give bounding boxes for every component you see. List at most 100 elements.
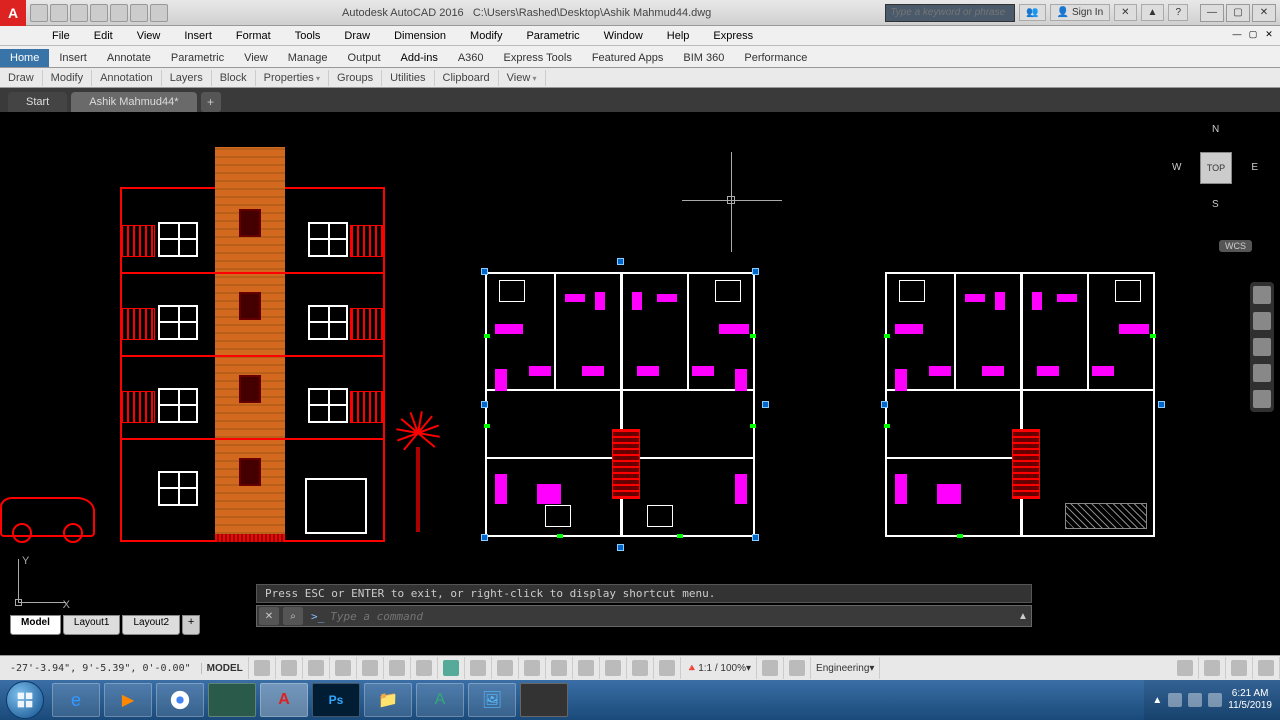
annotation-visibility-icon[interactable] xyxy=(627,657,654,679)
viewcube-south[interactable]: S xyxy=(1212,199,1219,210)
start-button[interactable] xyxy=(6,681,44,719)
command-input[interactable] xyxy=(324,610,1015,623)
taskbar-autocad-icon[interactable]: A xyxy=(260,683,308,717)
menu-window[interactable]: Window xyxy=(592,28,655,44)
taskbar-photoshop-icon[interactable]: Ps xyxy=(312,683,360,717)
taskbar-media-icon[interactable]: ▶ xyxy=(104,683,152,717)
tray-network-icon[interactable] xyxy=(1188,693,1202,707)
ribbon-output[interactable]: Output xyxy=(338,49,391,67)
menu-tools[interactable]: Tools xyxy=(283,28,333,44)
menu-draw[interactable]: Draw xyxy=(332,28,382,44)
tab-add-button[interactable]: + xyxy=(201,92,221,112)
ribbon-parametric[interactable]: Parametric xyxy=(161,49,234,67)
viewcube-west[interactable]: W xyxy=(1172,162,1181,173)
doc-max-icon[interactable]: ▢ xyxy=(1246,29,1260,43)
nav-showmotion-icon[interactable] xyxy=(1253,390,1271,408)
qat-save-icon[interactable] xyxy=(70,4,88,22)
drawing-canvas[interactable]: TOP N S E W WCS Y X Press ESC or ENTER t… xyxy=(0,112,1280,655)
menu-edit[interactable]: Edit xyxy=(82,28,125,44)
snap-icon[interactable] xyxy=(276,657,303,679)
infer-icon[interactable] xyxy=(303,657,330,679)
menu-dimension[interactable]: Dimension xyxy=(382,28,458,44)
qat-undo-icon[interactable] xyxy=(130,4,148,22)
tab-start[interactable]: Start xyxy=(8,92,67,112)
selection-grip[interactable] xyxy=(617,544,624,551)
layout-1[interactable]: Layout1 xyxy=(63,615,121,635)
otrack-icon[interactable] xyxy=(492,657,519,679)
menu-modify[interactable]: Modify xyxy=(458,28,514,44)
qat-print-icon[interactable] xyxy=(110,4,128,22)
infocenter-icon[interactable]: 👥 xyxy=(1019,4,1045,21)
view-cube[interactable]: TOP N S E W xyxy=(1170,122,1260,212)
menu-format[interactable]: Format xyxy=(224,28,283,44)
taskbar-app3-icon[interactable] xyxy=(520,683,568,717)
layout-model[interactable]: Model xyxy=(10,615,61,635)
transparency-icon[interactable] xyxy=(546,657,573,679)
maximize-button[interactable]: ▢ xyxy=(1226,4,1250,22)
selection-grip[interactable] xyxy=(752,534,759,541)
close-button[interactable]: ✕ xyxy=(1252,4,1276,22)
menu-express[interactable]: Express xyxy=(701,28,765,44)
taskbar-explorer-icon[interactable]: 📁 xyxy=(364,683,412,717)
gizmo-icon[interactable] xyxy=(600,657,627,679)
doc-min-icon[interactable]: — xyxy=(1230,29,1244,43)
lineweight-icon[interactable] xyxy=(519,657,546,679)
qat-saveas-icon[interactable] xyxy=(90,4,108,22)
viewcube-east[interactable]: E xyxy=(1251,162,1258,173)
viewcube-face[interactable]: TOP xyxy=(1200,152,1232,184)
menu-file[interactable]: File xyxy=(40,28,82,44)
menu-insert[interactable]: Insert xyxy=(172,28,224,44)
taskbar-app2-icon[interactable]: A xyxy=(416,683,464,717)
ribbon-annotate[interactable]: Annotate xyxy=(97,49,161,67)
nav-zoom-icon[interactable] xyxy=(1253,338,1271,356)
qat-open-icon[interactable] xyxy=(50,4,68,22)
exchange-icon[interactable]: ✕ xyxy=(1114,4,1136,21)
menu-parametric[interactable]: Parametric xyxy=(514,28,591,44)
selection-cycling-icon[interactable] xyxy=(573,657,600,679)
isoplane-icon[interactable] xyxy=(411,657,438,679)
tray-action-icon[interactable] xyxy=(1168,693,1182,707)
autodesk360-icon[interactable]: ▲ xyxy=(1141,4,1165,21)
taskbar-photos-icon[interactable]: 🖼 xyxy=(468,683,516,717)
cmd-close-icon[interactable]: ✕ xyxy=(259,607,279,625)
layout-2[interactable]: Layout2 xyxy=(122,615,180,635)
panel-view[interactable]: View xyxy=(499,70,546,86)
signin-button[interactable]: 👤 Sign In xyxy=(1050,4,1110,21)
ribbon-view[interactable]: View xyxy=(234,49,278,67)
ribbon-a360[interactable]: A360 xyxy=(448,49,494,67)
panel-block[interactable]: Block xyxy=(212,70,256,86)
cmd-history-icon[interactable]: ▲ xyxy=(1015,611,1031,622)
cmd-recent-icon[interactable]: ⌕ xyxy=(283,607,303,625)
viewcube-north[interactable]: N xyxy=(1212,124,1219,135)
annotation-monitor-icon[interactable] xyxy=(784,657,811,679)
taskbar-app1-icon[interactable] xyxy=(208,683,256,717)
autoscale-icon[interactable] xyxy=(654,657,681,679)
help-icon[interactable]: ? xyxy=(1168,4,1188,21)
annotation-scale[interactable]: 🔺 1:1 / 100% ▾ xyxy=(681,657,757,679)
panel-layers[interactable]: Layers xyxy=(162,70,212,86)
ribbon-express[interactable]: Express Tools xyxy=(494,49,582,67)
tray-volume-icon[interactable] xyxy=(1208,693,1222,707)
panel-properties[interactable]: Properties xyxy=(256,70,329,86)
isolate-icon[interactable] xyxy=(1199,657,1226,679)
wcs-badge[interactable]: WCS xyxy=(1219,240,1252,252)
ribbon-addins[interactable]: Add-ins xyxy=(391,49,448,67)
menu-view[interactable]: View xyxy=(125,28,173,44)
help-search-input[interactable] xyxy=(885,4,1015,22)
ortho-icon[interactable] xyxy=(357,657,384,679)
ribbon-insert[interactable]: Insert xyxy=(49,49,97,67)
panel-clipboard[interactable]: Clipboard xyxy=(435,70,499,86)
taskbar-chrome-icon[interactable] xyxy=(156,683,204,717)
selection-grip[interactable] xyxy=(481,401,488,408)
selection-grip[interactable] xyxy=(481,268,488,275)
units-dropdown[interactable]: Engineering ▾ xyxy=(811,657,880,679)
panel-annotation[interactable]: Annotation xyxy=(92,70,162,86)
coordinates-readout[interactable]: -27'-3.94", 9'-5.39", 0'-0.00" xyxy=(0,663,202,674)
selection-grip[interactable] xyxy=(481,534,488,541)
ribbon-featured[interactable]: Featured Apps xyxy=(582,49,674,67)
panel-modify[interactable]: Modify xyxy=(43,70,92,86)
selection-grip[interactable] xyxy=(617,258,624,265)
panel-draw[interactable]: Draw xyxy=(0,70,43,86)
nav-wheel-icon[interactable] xyxy=(1253,286,1271,304)
doc-close-icon[interactable]: ✕ xyxy=(1262,29,1276,43)
